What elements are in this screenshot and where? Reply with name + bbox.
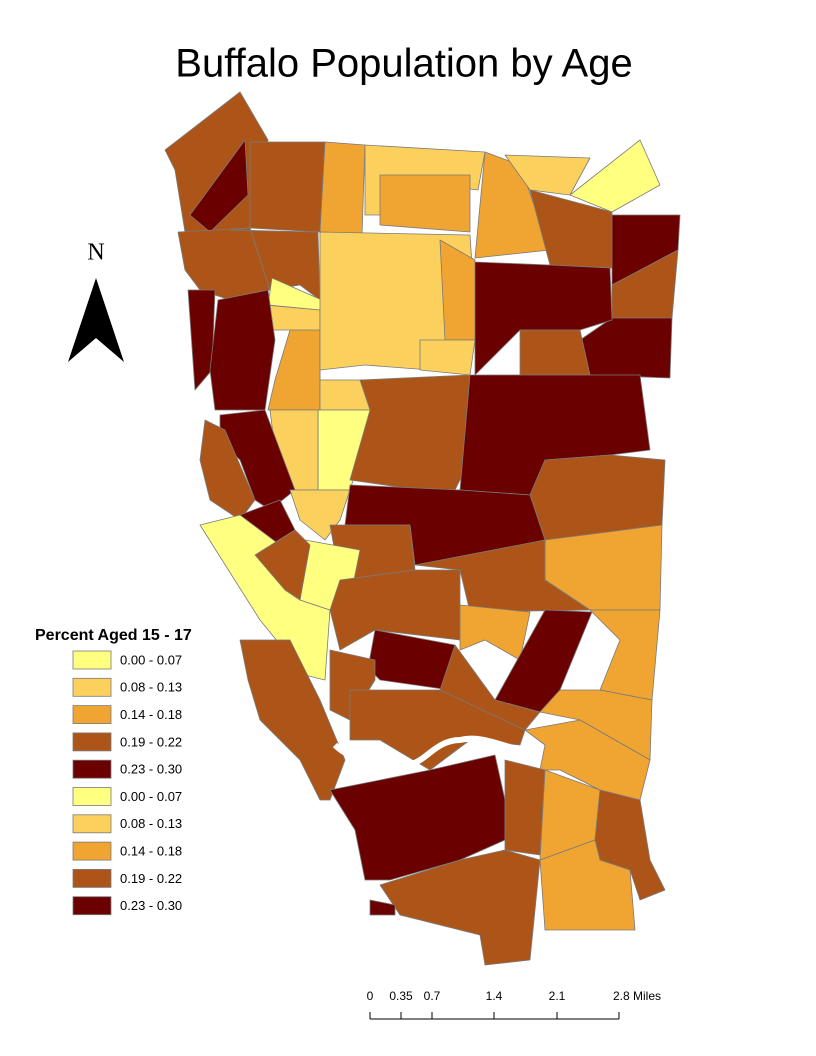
legend: 0.00 - 0.07 0.08 - 0.13 0.14 - 0.18 0.19 - …: [72, 650, 182, 916]
river: [332, 735, 521, 767]
north-label: N: [87, 240, 104, 266]
legend-swatch: [72, 896, 112, 916]
legend-swatch: [72, 650, 112, 670]
tract: [367, 629, 456, 691]
legend-label: 0.08 - 0.13: [120, 816, 182, 831]
legend-swatch: [72, 759, 112, 779]
scale-label: 0.7: [424, 989, 441, 1003]
map-title: Buffalo Population by Age: [175, 42, 632, 86]
tract: [229, 227, 321, 301]
scale-label: 1.4: [486, 989, 503, 1003]
legend-label: 0.23 - 0.30: [120, 762, 182, 777]
legend-label: 0.00 - 0.07: [120, 652, 182, 667]
tract: [419, 339, 476, 376]
north-arrow: [68, 278, 124, 362]
tract: [267, 329, 321, 411]
legend-label: 0.08 - 0.13: [120, 680, 182, 695]
scale-bar: 0 0.35 0.7 1.4 2.1 2.8 Miles: [367, 989, 661, 1020]
tract: [589, 609, 661, 701]
legend-label: 0.19 - 0.22: [120, 871, 182, 886]
tract: [379, 174, 471, 233]
tract: [379, 849, 541, 966]
tract: [329, 569, 461, 651]
map-area: [164, 91, 681, 966]
tract: [519, 329, 591, 376]
legend-label: 0.23 - 0.30: [120, 898, 182, 913]
tract: [474, 261, 613, 376]
scale-label: 2.8 Miles: [613, 989, 661, 1003]
scale-label: 0: [367, 989, 374, 1003]
tract: [319, 141, 366, 236]
tract: [459, 604, 531, 661]
legend-title: Percent Aged 15 - 17: [35, 627, 192, 644]
tract: [209, 289, 276, 411]
legend-label: 0.14 - 0.18: [120, 844, 182, 859]
tract: [254, 529, 311, 601]
scale-label: 0.35: [389, 989, 413, 1003]
legend-swatch: [72, 787, 112, 806]
tract: [569, 139, 661, 213]
legend-swatch: [72, 869, 112, 888]
tract: [239, 639, 346, 801]
tract: [349, 374, 471, 491]
legend-swatch: [72, 677, 112, 697]
legend-label: 0.00 - 0.07: [120, 789, 182, 804]
legend-label: 0.19 - 0.22: [120, 734, 182, 749]
legend-swatch: [72, 814, 112, 834]
tract: [539, 839, 636, 931]
tract: [329, 754, 506, 881]
tract: [504, 759, 546, 856]
legend-swatch: [72, 732, 112, 752]
tract: [369, 899, 396, 916]
tract: [189, 139, 249, 233]
legend-label: 0.14 - 0.18: [120, 707, 182, 722]
legend-swatch: [72, 705, 112, 724]
tract: [579, 317, 673, 379]
scale-label: 2.1: [549, 989, 566, 1003]
legend-swatch: [72, 841, 112, 861]
tract: [249, 141, 326, 233]
